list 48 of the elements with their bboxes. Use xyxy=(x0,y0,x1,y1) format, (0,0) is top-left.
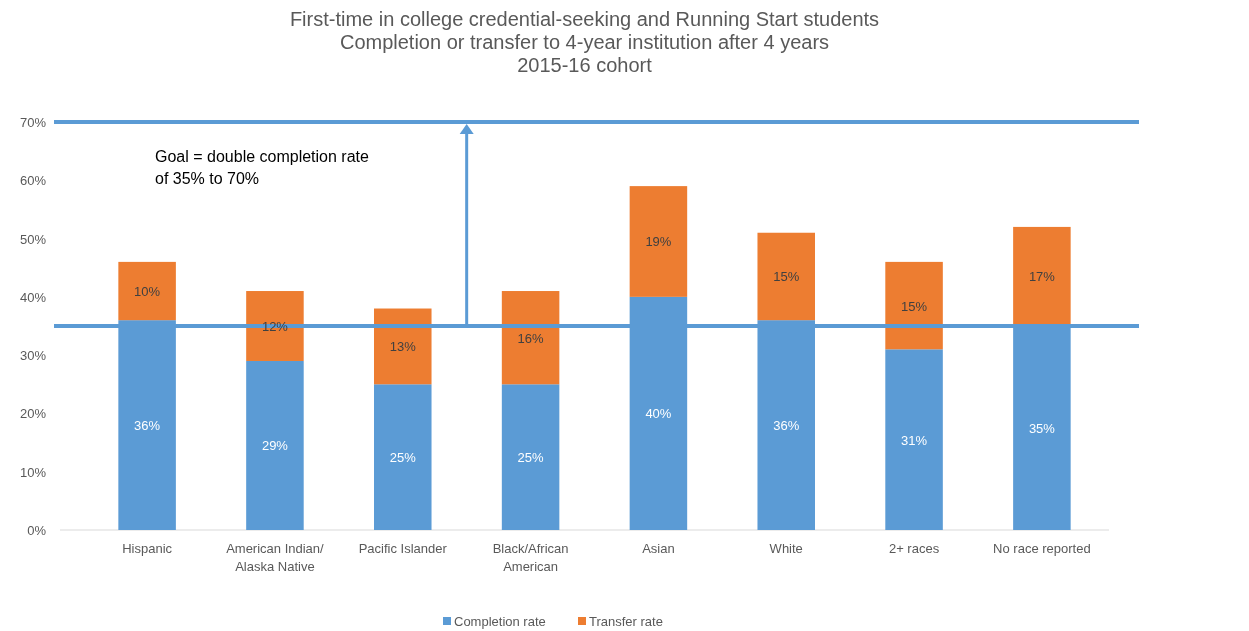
data-label: 36% xyxy=(773,418,800,434)
data-label: 10% xyxy=(134,284,161,300)
y-tick-label: 20% xyxy=(19,406,47,422)
y-tick-label: 10% xyxy=(19,464,47,480)
x-tick-label: No race reported xyxy=(993,541,1091,556)
bar xyxy=(885,349,943,530)
bar xyxy=(374,384,432,530)
y-tick-label: 70% xyxy=(19,115,47,130)
bar xyxy=(501,291,560,385)
x-tick-label: Pacific Islander xyxy=(358,541,448,556)
legend-label: Completion rate xyxy=(454,614,546,629)
bar xyxy=(246,291,304,361)
y-tick-label: 0% xyxy=(27,523,47,538)
annotation: Goal = double completion rate of 35% to 70% xyxy=(155,148,370,187)
y-tick-label: 30% xyxy=(19,348,47,364)
bar xyxy=(118,261,176,321)
data-label: 29% xyxy=(261,438,289,454)
x-tick-label: American Indian/Alaska Native xyxy=(226,541,325,574)
bar xyxy=(1013,226,1071,326)
x-tick-label: 2+ races xyxy=(888,541,940,556)
chart-title: First-time in college credential-seeking and Running Start students Completion or transfer to 4-year institution after 4 years 2015-16 cohort xyxy=(289,8,880,76)
y-tick-label: 60% xyxy=(19,173,47,189)
data-label: 40% xyxy=(645,406,672,422)
data-label: 25% xyxy=(517,450,545,466)
data-label: 12% xyxy=(261,319,289,334)
data-label: 13% xyxy=(389,339,417,355)
legend-label: Transfer rate xyxy=(589,614,663,629)
data-label: 35% xyxy=(1028,421,1056,436)
data-label: 15% xyxy=(773,269,800,285)
data-label: 16% xyxy=(517,330,545,346)
x-tick-label: Black/African American xyxy=(492,541,569,574)
x-tick-label: Hispanic xyxy=(122,541,173,556)
y-tick-label: 50% xyxy=(19,231,47,247)
bar xyxy=(757,232,815,321)
bar xyxy=(629,186,688,297)
bar xyxy=(501,384,560,530)
bar xyxy=(246,360,304,530)
bar xyxy=(374,308,432,385)
data-label: 36% xyxy=(134,418,161,434)
data-label: 25% xyxy=(389,450,417,466)
data-label: 31% xyxy=(901,432,928,448)
data-label: 19% xyxy=(645,234,672,250)
x-tick-label: Asian xyxy=(642,541,675,556)
y-tick-label: 40% xyxy=(19,289,47,305)
data-label: 15% xyxy=(901,298,928,314)
x-tick-label: White xyxy=(769,541,803,556)
bar xyxy=(885,261,943,350)
data-label: 17% xyxy=(1028,269,1056,285)
